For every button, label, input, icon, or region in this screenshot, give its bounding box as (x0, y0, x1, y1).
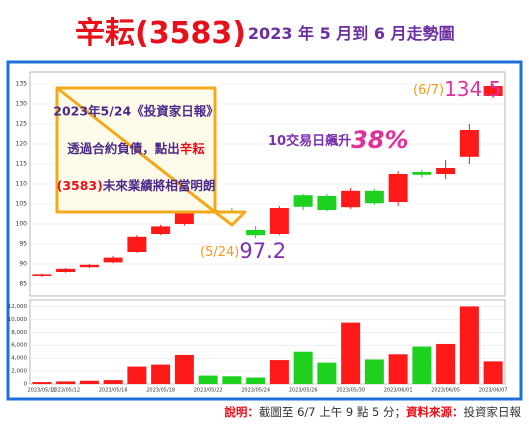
footer-text: 截圖至 6/7 上午 9 點 5 分； (259, 405, 406, 419)
volume-bar (198, 375, 218, 384)
volume-bar (341, 322, 361, 384)
volume-bar (269, 360, 289, 384)
volume-bar (127, 366, 147, 384)
y-tick-label: 95 (19, 241, 27, 248)
candle-body (341, 190, 361, 208)
x-tick-label: 2023/06/05 (431, 388, 460, 394)
candle-body (483, 86, 503, 96)
volume-tick-label: 2,000 (11, 369, 27, 375)
footer: 說明：截圖至 6/7 上午 9 點 5 分；資料來源：投資家日報 (224, 405, 521, 419)
x-tick-label: 2023/05/26 (289, 388, 318, 394)
volume-bar (317, 362, 337, 384)
volume-bar (293, 351, 313, 384)
volume-bar (459, 306, 479, 384)
start-note: (5/24)97.2 (200, 239, 286, 263)
volume-bar (103, 380, 123, 384)
chart-subtitle: 2023 年 5 月到 6 月走勢圖 (248, 24, 455, 43)
volume-bar (246, 377, 266, 384)
x-tick-label: 2023/05/11 (27, 388, 56, 394)
footer-label: 資料來源： (406, 405, 464, 419)
candle-body (103, 257, 123, 263)
gain-text: 10交易日飆升 (268, 133, 351, 149)
y-tick-label: 85 (19, 281, 27, 288)
callout-line: 透過合約負債，點出辛耘 (67, 141, 205, 156)
y-tick-label: 125 (16, 121, 28, 128)
candle-body (127, 236, 147, 252)
end-value: 134.5 (444, 77, 501, 101)
callout-line: 2023年5/24《投資家日報》 (53, 104, 218, 119)
candle-body (246, 230, 266, 236)
y-tick-label: 110 (16, 181, 28, 188)
volume-tick-label: 8,000 (11, 330, 27, 336)
candle-body (79, 264, 99, 268)
candle-body (436, 168, 456, 174)
start-value: 97.2 (239, 239, 286, 263)
callout-highlight: 辛耘 (180, 141, 206, 156)
x-tick-label: 2023/06/01 (384, 388, 413, 394)
volume-tick-label: 12,000 (8, 304, 28, 310)
x-tick-label: 2023/05/18 (146, 388, 175, 394)
title: 辛耘(3583) 2023 年 5 月到 6 月走勢圖 (75, 16, 455, 51)
footer-text: 投資家日報 (464, 405, 522, 419)
callout-highlight: (3583) (57, 178, 103, 193)
volume-bar (56, 381, 76, 384)
candle-body (412, 172, 432, 175)
candle-body (317, 196, 337, 210)
y-tick-label: 100 (16, 221, 28, 228)
x-tick-label: 2023/05/24 (241, 388, 270, 394)
y-tick-label: 130 (16, 101, 28, 108)
candle-body (293, 195, 313, 207)
chart-title: 辛耘(3583) (75, 16, 246, 51)
x-tick-label: 2023/05/12 (51, 388, 80, 394)
volume-bar (151, 364, 171, 384)
volume-bar (174, 354, 194, 384)
y-tick-label: 120 (16, 141, 28, 148)
gain-note: 10交易日飆升38% (268, 126, 409, 154)
volume-panel (29, 299, 506, 385)
volume-bar (79, 380, 99, 384)
volume-bar (364, 359, 384, 384)
volume-bar (436, 343, 456, 384)
y-tick-label: 105 (16, 201, 28, 208)
volume-tick-label: 0 (24, 382, 28, 388)
candle-body (459, 130, 479, 157)
footer-label: 說明： (224, 405, 259, 419)
y-tick-label: 90 (19, 261, 27, 268)
callout-line: (3583)未來業績將相當明朗 (57, 178, 216, 193)
candle-body (388, 174, 408, 202)
gain-value: 38% (351, 126, 408, 154)
volume-tick-label: 4,000 (11, 356, 27, 362)
volume-tick-label: 10,000 (8, 317, 28, 323)
candle-body (269, 208, 289, 234)
volume-bar (388, 354, 408, 384)
volume-bar (412, 346, 432, 384)
end-date: (6/7) (413, 83, 444, 98)
end-note: (6/7)134.5 (413, 77, 501, 101)
candle-body (56, 268, 76, 272)
callout-box (55, 86, 247, 227)
volume-tick-label: 6,000 (11, 343, 27, 349)
candle-body (364, 190, 384, 204)
start-date: (5/24) (200, 245, 239, 260)
x-tick-label: 2023/05/22 (194, 388, 223, 394)
volume-bar (32, 382, 52, 384)
volume-bar (222, 376, 242, 384)
callout-text: 透過合約負債，點出 (67, 141, 180, 156)
x-tick-label: 2023/06/07 (479, 388, 508, 394)
callout-text: 未來業績將相當明朗 (102, 178, 216, 193)
candle-body (32, 274, 52, 276)
volume-bar (483, 361, 503, 384)
y-tick-label: 115 (16, 161, 28, 168)
x-tick-label: 2023/05/16 (99, 388, 128, 394)
y-tick-label: 135 (16, 81, 28, 88)
candle-body (151, 226, 171, 234)
x-tick-label: 2023/05/30 (336, 388, 365, 394)
